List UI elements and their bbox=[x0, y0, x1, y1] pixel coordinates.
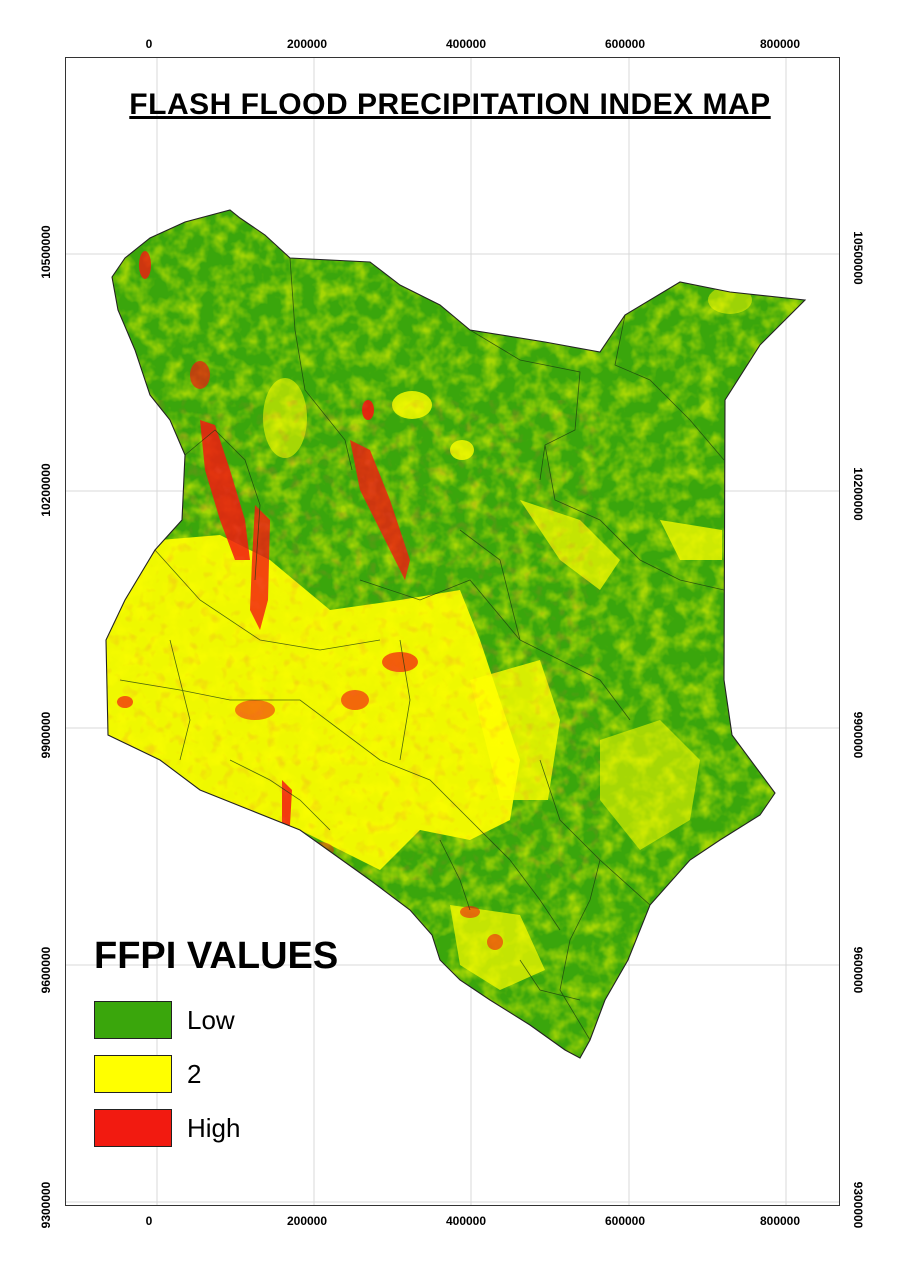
y-tick-label: 9600000 bbox=[39, 946, 53, 994]
x-tick-label: 0 bbox=[145, 37, 153, 51]
x-tick-label: 600000 bbox=[604, 1214, 646, 1228]
x-tick-label: 800000 bbox=[759, 37, 801, 51]
county-boundaries bbox=[119, 257, 725, 1041]
x-tick-label: 400000 bbox=[445, 1214, 487, 1228]
x-tick-label: 800000 bbox=[759, 1214, 801, 1228]
legend-label-high: High bbox=[187, 1113, 241, 1143]
y-tick-label: 9300000 bbox=[851, 1181, 865, 1229]
high-texture-overlay bbox=[106, 400, 600, 880]
y-tick-label: 9900000 bbox=[39, 711, 53, 759]
y-tick-label: 9300000 bbox=[39, 1181, 53, 1229]
map-title: FLASH FLOOD PRECIPITATION INDEX MAP bbox=[129, 88, 771, 121]
legend-swatch-high bbox=[94, 1109, 172, 1147]
x-tick-label: 400000 bbox=[445, 37, 487, 51]
legend-swatch-medium bbox=[94, 1055, 172, 1093]
legend-label-low: Low bbox=[187, 1005, 235, 1035]
legend-label-medium: 2 bbox=[187, 1059, 202, 1089]
y-tick-label: 10500000 bbox=[39, 225, 53, 279]
y-tick-label: 9900000 bbox=[851, 711, 865, 759]
y-tick-label: 10200000 bbox=[39, 463, 53, 517]
y-tick-label: 9600000 bbox=[851, 946, 865, 994]
legend-swatch-low bbox=[94, 1001, 172, 1039]
y-tick-label: 10200000 bbox=[851, 467, 865, 521]
legend-title: FFPI VALUES bbox=[94, 935, 339, 977]
y-tick-label: 10500000 bbox=[851, 231, 865, 285]
x-tick-label: 200000 bbox=[286, 1214, 328, 1228]
x-tick-label: 600000 bbox=[604, 37, 646, 51]
x-tick-label: 200000 bbox=[286, 37, 328, 51]
x-tick-label: 0 bbox=[145, 1214, 153, 1228]
map-frame bbox=[65, 57, 840, 1206]
